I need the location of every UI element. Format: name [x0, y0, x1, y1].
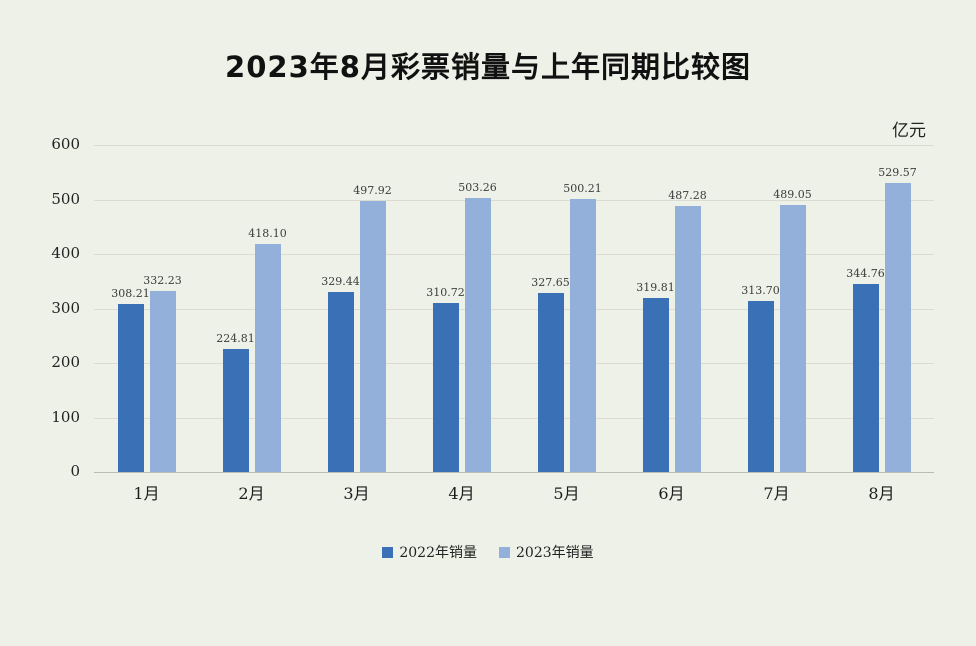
x-axis-labels: 1月 2月 3月 4月 5月 6月 7月 8月: [94, 480, 934, 504]
bar-2022: 344.76: [846, 267, 885, 472]
bar-2022: 313.70: [741, 284, 780, 472]
bar-2022: 329.44: [321, 275, 360, 472]
bar-2022: 308.21: [111, 287, 150, 472]
bar-chart: 0 100 200 300 400 500 600 308.21 332.23 224.81 418…: [51, 135, 934, 480]
unit-label: 亿元: [892, 121, 926, 141]
value-label: 313.70: [741, 284, 780, 298]
legend-label: 2022年销量: [399, 545, 477, 561]
y-tick-label: 600: [51, 135, 80, 153]
legend-swatch: [382, 546, 394, 558]
bar-2023: 487.28: [668, 189, 707, 472]
value-label: 310.72: [426, 285, 465, 299]
bar-2023: 489.05: [773, 188, 812, 472]
bar-group: 319.81 487.28: [636, 189, 707, 472]
bar-2023: 529.57: [878, 166, 917, 472]
value-label: 308.21: [111, 287, 150, 301]
x-tick-label: 1月: [133, 484, 160, 503]
value-label: 503.26: [458, 180, 497, 194]
chart-title: 2023年8月彩票销量与上年同期比较图: [225, 50, 751, 84]
bar-2022: 319.81: [636, 281, 675, 472]
bar-2022: 327.65: [531, 276, 570, 472]
legend-item: 2022年销量: [382, 542, 477, 562]
x-tick-label: 5月: [553, 484, 580, 503]
value-label: 344.76: [846, 267, 885, 281]
plot-area: 0 100 200 300 400 500 600 308.21 332.23 224.81 418…: [51, 135, 934, 480]
gridline: [94, 199, 934, 201]
legend-item: 2023年销量: [499, 542, 594, 562]
bar-group: 344.76 529.57: [846, 166, 917, 472]
value-label: 529.57: [878, 166, 917, 180]
gridline: [94, 308, 934, 310]
y-tick-label: 500: [51, 189, 80, 208]
value-label: 319.81: [636, 280, 675, 294]
y-tick-label: 200: [51, 353, 80, 371]
gridline: [94, 145, 934, 146]
chart-page: 2023年8月彩票销量与上年同期比较图 亿元 0 100 200 300 400 500 6…: [0, 44, 976, 562]
bar-2022: 224.81: [216, 332, 255, 472]
y-tick-label: 400: [51, 244, 80, 262]
x-tick-label: 3月: [343, 484, 370, 503]
bar-2023: 500.21: [563, 182, 602, 472]
value-label: 487.28: [668, 189, 707, 203]
bar-2023: 418.10: [248, 227, 287, 472]
bar-group: 224.81 418.10: [216, 227, 287, 472]
bar-2023: 497.92: [353, 184, 392, 472]
legend: 2022年销量 2023年销量: [0, 542, 976, 562]
value-label: 418.10: [248, 227, 287, 241]
x-tick-label: 6月: [658, 484, 685, 503]
value-label: 489.05: [773, 188, 812, 202]
bar-group: 327.65 500.21: [531, 182, 602, 472]
legend-swatch: [499, 546, 510, 558]
bar-2023: 503.26: [458, 181, 497, 472]
bar-group: 308.21 332.23: [111, 274, 182, 472]
y-tick-label: 0: [70, 462, 80, 480]
x-tick-label: 4月: [448, 484, 475, 503]
gridline: [94, 417, 934, 419]
value-label: 500.21: [563, 182, 602, 196]
y-tick-label: 100: [51, 407, 80, 426]
legend-label: 2023年销量: [516, 545, 594, 561]
value-label: 497.92: [353, 183, 392, 197]
bar-group: 310.72 503.26: [426, 181, 497, 472]
gridline: [94, 472, 934, 473]
x-tick-label: 7月: [763, 484, 790, 503]
value-label: 224.81: [216, 332, 255, 346]
gridline: [94, 254, 934, 255]
y-tick-label: 300: [51, 298, 80, 317]
bar-group: 313.70 489.05: [741, 188, 812, 472]
value-label: 329.44: [321, 275, 360, 289]
x-tick-label: 8月: [868, 484, 895, 503]
value-label: 327.65: [531, 276, 570, 290]
bar-2023: 332.23: [143, 274, 182, 472]
bar-group: 329.44 497.92: [321, 184, 392, 472]
bar-2022: 310.72: [426, 286, 465, 472]
value-label: 332.23: [143, 273, 182, 287]
gridline: [94, 363, 934, 364]
x-tick-label: 2月: [238, 484, 265, 503]
